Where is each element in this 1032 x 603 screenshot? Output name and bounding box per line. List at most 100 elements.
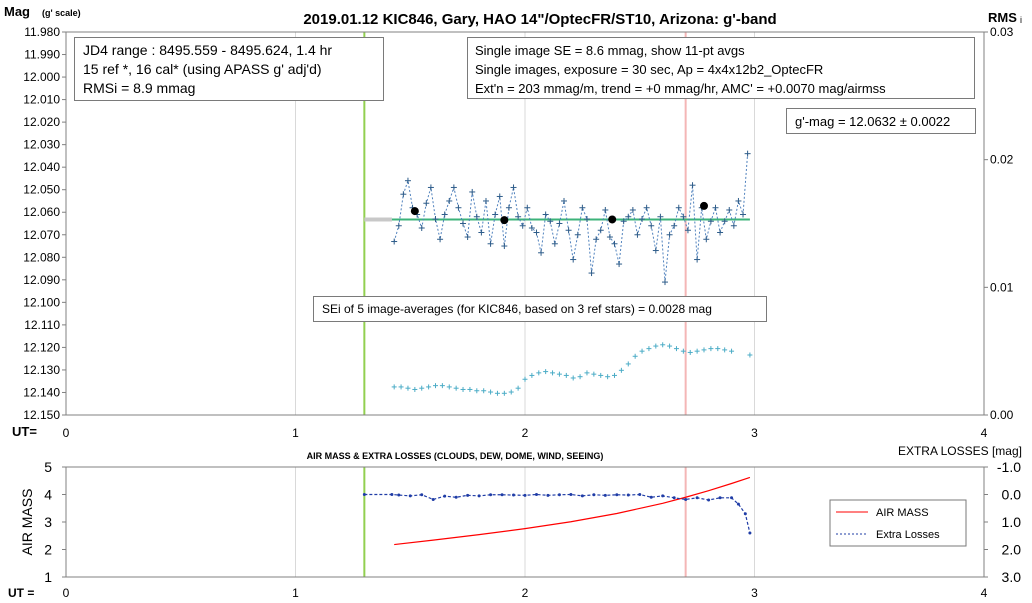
data-point-rmsi	[481, 388, 487, 394]
data-point-single-image	[501, 243, 508, 250]
chart-title: 2019.01.12 KIC846, Gary, HAO 14"/OptecFR…	[303, 11, 776, 28]
info-line-rmsi: RMSi = 8.9 mmag	[83, 80, 196, 96]
data-point-single-image	[519, 222, 526, 229]
data-point-extra-losses	[707, 498, 711, 502]
data-point-rmsi	[494, 390, 500, 396]
data-point-extra-losses	[638, 493, 642, 496]
data-point-extra-losses	[408, 494, 412, 498]
data-point-extra-losses	[626, 493, 630, 497]
data-point-rmsi	[405, 385, 411, 391]
data-point-rmsi	[747, 352, 753, 358]
data-point-single-image	[657, 213, 664, 220]
data-point-rmsi	[722, 347, 728, 353]
info-line-extinction: Ext'n = 203 mmag/m, trend = +0 mmag/hr, …	[475, 81, 886, 96]
data-point-single-image	[721, 218, 728, 225]
data-point-extra-losses	[466, 493, 470, 497]
y-tick-label: 12.060	[23, 205, 60, 219]
data-point-single-image	[726, 206, 733, 213]
y-tick-label: 12.020	[23, 115, 60, 129]
lower-y2-axis-label: EXTRA LOSSES [mag]	[898, 444, 1022, 458]
x-tick-label: 3	[751, 426, 758, 440]
data-point-single-image	[551, 240, 558, 247]
data-point-rmsi	[556, 371, 562, 377]
data-point-single-image	[675, 204, 682, 211]
data-point-rmsi	[550, 370, 556, 376]
legend-label-extra-losses: Extra Losses	[876, 529, 940, 541]
data-point-extra-losses	[743, 512, 747, 516]
lower-y2-tick-label: -1.0	[997, 459, 1021, 475]
data-point-rmsi	[391, 384, 397, 390]
data-point-single-image	[482, 197, 489, 204]
data-point-single-image	[744, 150, 751, 157]
data-point-extra-losses	[592, 493, 596, 497]
data-point-extra-losses	[546, 493, 550, 497]
data-point-single-image	[606, 234, 613, 241]
data-point-rmsi	[646, 346, 652, 352]
data-point-single-image	[666, 231, 673, 238]
data-point-extra-losses	[431, 497, 435, 501]
data-point-rmsi	[488, 389, 494, 395]
data-point-rmsi	[625, 361, 631, 367]
data-point-single-image	[703, 236, 710, 243]
data-point-extra-losses	[534, 493, 538, 496]
data-point-single-image	[455, 204, 462, 211]
y-tick-label: 12.100	[23, 295, 60, 309]
data-point-average	[608, 215, 617, 224]
data-point-single-image	[487, 240, 494, 247]
data-point-single-image	[570, 256, 577, 263]
data-point-extra-losses	[748, 531, 752, 535]
data-point-rmsi	[673, 346, 679, 352]
data-point-single-image	[712, 204, 719, 211]
lower-x-tick-label: 2	[522, 586, 529, 600]
data-point-extra-losses	[661, 494, 665, 498]
y2-tick-label: 0.03	[990, 25, 1014, 39]
data-point-extra-losses	[489, 493, 493, 497]
data-point-single-image	[446, 197, 453, 204]
lower-x-tick-label: 4	[981, 586, 988, 600]
data-point-rmsi	[694, 348, 700, 354]
data-point-single-image	[404, 177, 411, 184]
data-point-extra-losses	[615, 493, 619, 497]
upper-plot-frame	[65, 31, 985, 416]
data-point-extra-losses	[390, 493, 394, 496]
data-point-single-image	[602, 206, 609, 213]
data-point-single-image	[478, 229, 485, 236]
data-point-extra-losses	[730, 496, 734, 500]
data-point-single-image	[464, 234, 471, 241]
data-point-single-image	[625, 213, 632, 220]
data-point-rmsi	[605, 374, 611, 380]
data-point-single-image	[629, 206, 636, 213]
data-point-single-image	[689, 182, 696, 189]
data-point-average	[500, 216, 509, 225]
data-point-single-image	[648, 222, 655, 229]
data-point-single-image	[684, 227, 691, 234]
lower-x-axis-label: UT =	[8, 586, 34, 600]
data-point-extra-losses	[362, 493, 366, 496]
data-point-single-image	[437, 236, 444, 243]
data-point-rmsi	[543, 369, 549, 375]
y-tick-label: 12.040	[23, 160, 60, 174]
data-point-rmsi	[639, 348, 645, 354]
lower-y2-tick-label: 2.0	[1002, 542, 1022, 558]
lower-x-tick-label: 0	[63, 586, 70, 600]
y-tick-label: 12.130	[23, 363, 60, 377]
data-point-rmsi	[653, 343, 659, 349]
data-point-extra-losses	[454, 495, 458, 499]
y-tick-label: 12.120	[23, 340, 60, 354]
data-point-rmsi	[598, 372, 604, 378]
data-point-rmsi	[529, 372, 535, 378]
data-point-rmsi	[460, 386, 466, 392]
y-tick-label: 12.080	[23, 250, 60, 264]
data-point-average	[700, 201, 709, 210]
data-point-extra-losses	[397, 493, 401, 497]
lower-x-tick-label: 3	[751, 586, 758, 600]
data-point-rmsi	[591, 371, 597, 377]
lower-y-tick-label: 1	[44, 569, 52, 585]
data-point-single-image	[730, 222, 737, 229]
y-tick-label: 11.990	[24, 48, 60, 62]
data-point-single-image	[561, 197, 568, 204]
data-point-single-image	[441, 211, 448, 218]
y-tick-label: 12.150	[23, 408, 60, 422]
sei-text: SEi of 5 image-averages (for KIC846, bas…	[322, 302, 712, 316]
data-point-extra-losses	[672, 496, 676, 500]
